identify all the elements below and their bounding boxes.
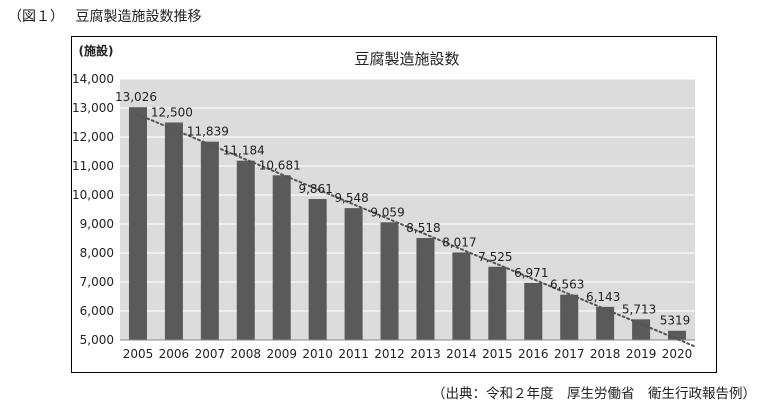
data-label: 13,026: [115, 90, 157, 104]
x-tick-label: 2011: [338, 347, 369, 361]
data-label: 8,518: [406, 221, 440, 235]
bar-2009: [272, 175, 291, 340]
data-label: 9,059: [370, 205, 404, 219]
bar-2011: [344, 208, 363, 340]
data-label: 12,500: [151, 106, 193, 120]
bar-2018: [596, 306, 615, 340]
y-tick-label: 14,000: [72, 72, 114, 86]
y-tick-label: 13,000: [72, 101, 114, 115]
y-axis-unit-label: (施設): [79, 43, 114, 58]
y-tick-label: 12,000: [72, 130, 114, 144]
bar-2008: [236, 160, 255, 340]
x-tick-label: 2013: [410, 347, 441, 361]
bar-2020: [668, 330, 687, 340]
y-tick-label: 5,000: [80, 333, 114, 347]
data-label: 8,017: [442, 236, 476, 250]
bar-2015: [488, 266, 507, 340]
data-label: 6,143: [586, 290, 620, 304]
x-tick-label: 2019: [626, 347, 657, 361]
source-note: （出典：令和２年度 厚生労働省 衛生行政報告例）: [432, 386, 756, 402]
bar-2014: [452, 252, 471, 340]
x-tick-label: 2018: [590, 347, 621, 361]
x-tick-label: 2017: [554, 347, 585, 361]
bar-2013: [416, 237, 435, 340]
data-label: 5319: [660, 314, 691, 328]
bar-2016: [524, 282, 543, 340]
x-tick-label: 2005: [123, 347, 154, 361]
x-tick-label: 2014: [446, 347, 477, 361]
y-tick-label: 9,000: [80, 217, 114, 231]
figure-caption: （図１） 豆腐製造施設数推移: [8, 9, 202, 25]
bar-2012: [380, 222, 399, 340]
data-label: 7,525: [478, 250, 512, 264]
data-label: 6,971: [514, 266, 548, 280]
y-tick-label: 7,000: [80, 275, 114, 289]
x-tick-label: 2020: [662, 347, 693, 361]
bar-2019: [632, 319, 651, 340]
x-tick-label: 2006: [159, 347, 190, 361]
y-tick-label: 8,000: [80, 246, 114, 260]
bar-2006: [164, 122, 183, 340]
data-label: 10,681: [259, 158, 301, 172]
data-label: 9,861: [298, 182, 332, 196]
trendline: [136, 113, 696, 348]
data-label: 6,563: [550, 278, 584, 292]
y-tick-label: 10,000: [72, 188, 114, 202]
data-label: 5,713: [622, 302, 656, 316]
bar-2007: [200, 141, 219, 340]
x-tick-label: 2012: [374, 347, 405, 361]
y-tick-label: 6,000: [80, 304, 114, 318]
x-tick-label: 2007: [195, 347, 226, 361]
data-label: 11,184: [223, 144, 265, 158]
x-tick-label: 2008: [231, 347, 262, 361]
x-tick-label: 2010: [302, 347, 333, 361]
bar-2005: [128, 107, 147, 340]
bar-2017: [560, 294, 579, 340]
chart-title: 豆腐製造施設数: [354, 50, 459, 68]
y-tick-label: 11,000: [72, 159, 114, 173]
bar-2010: [308, 199, 327, 340]
x-tick-label: 2009: [266, 347, 297, 361]
x-tick-label: 2016: [518, 347, 549, 361]
x-tick-label: 2015: [482, 347, 513, 361]
data-label: 9,548: [334, 191, 368, 205]
data-label: 11,839: [187, 125, 229, 139]
